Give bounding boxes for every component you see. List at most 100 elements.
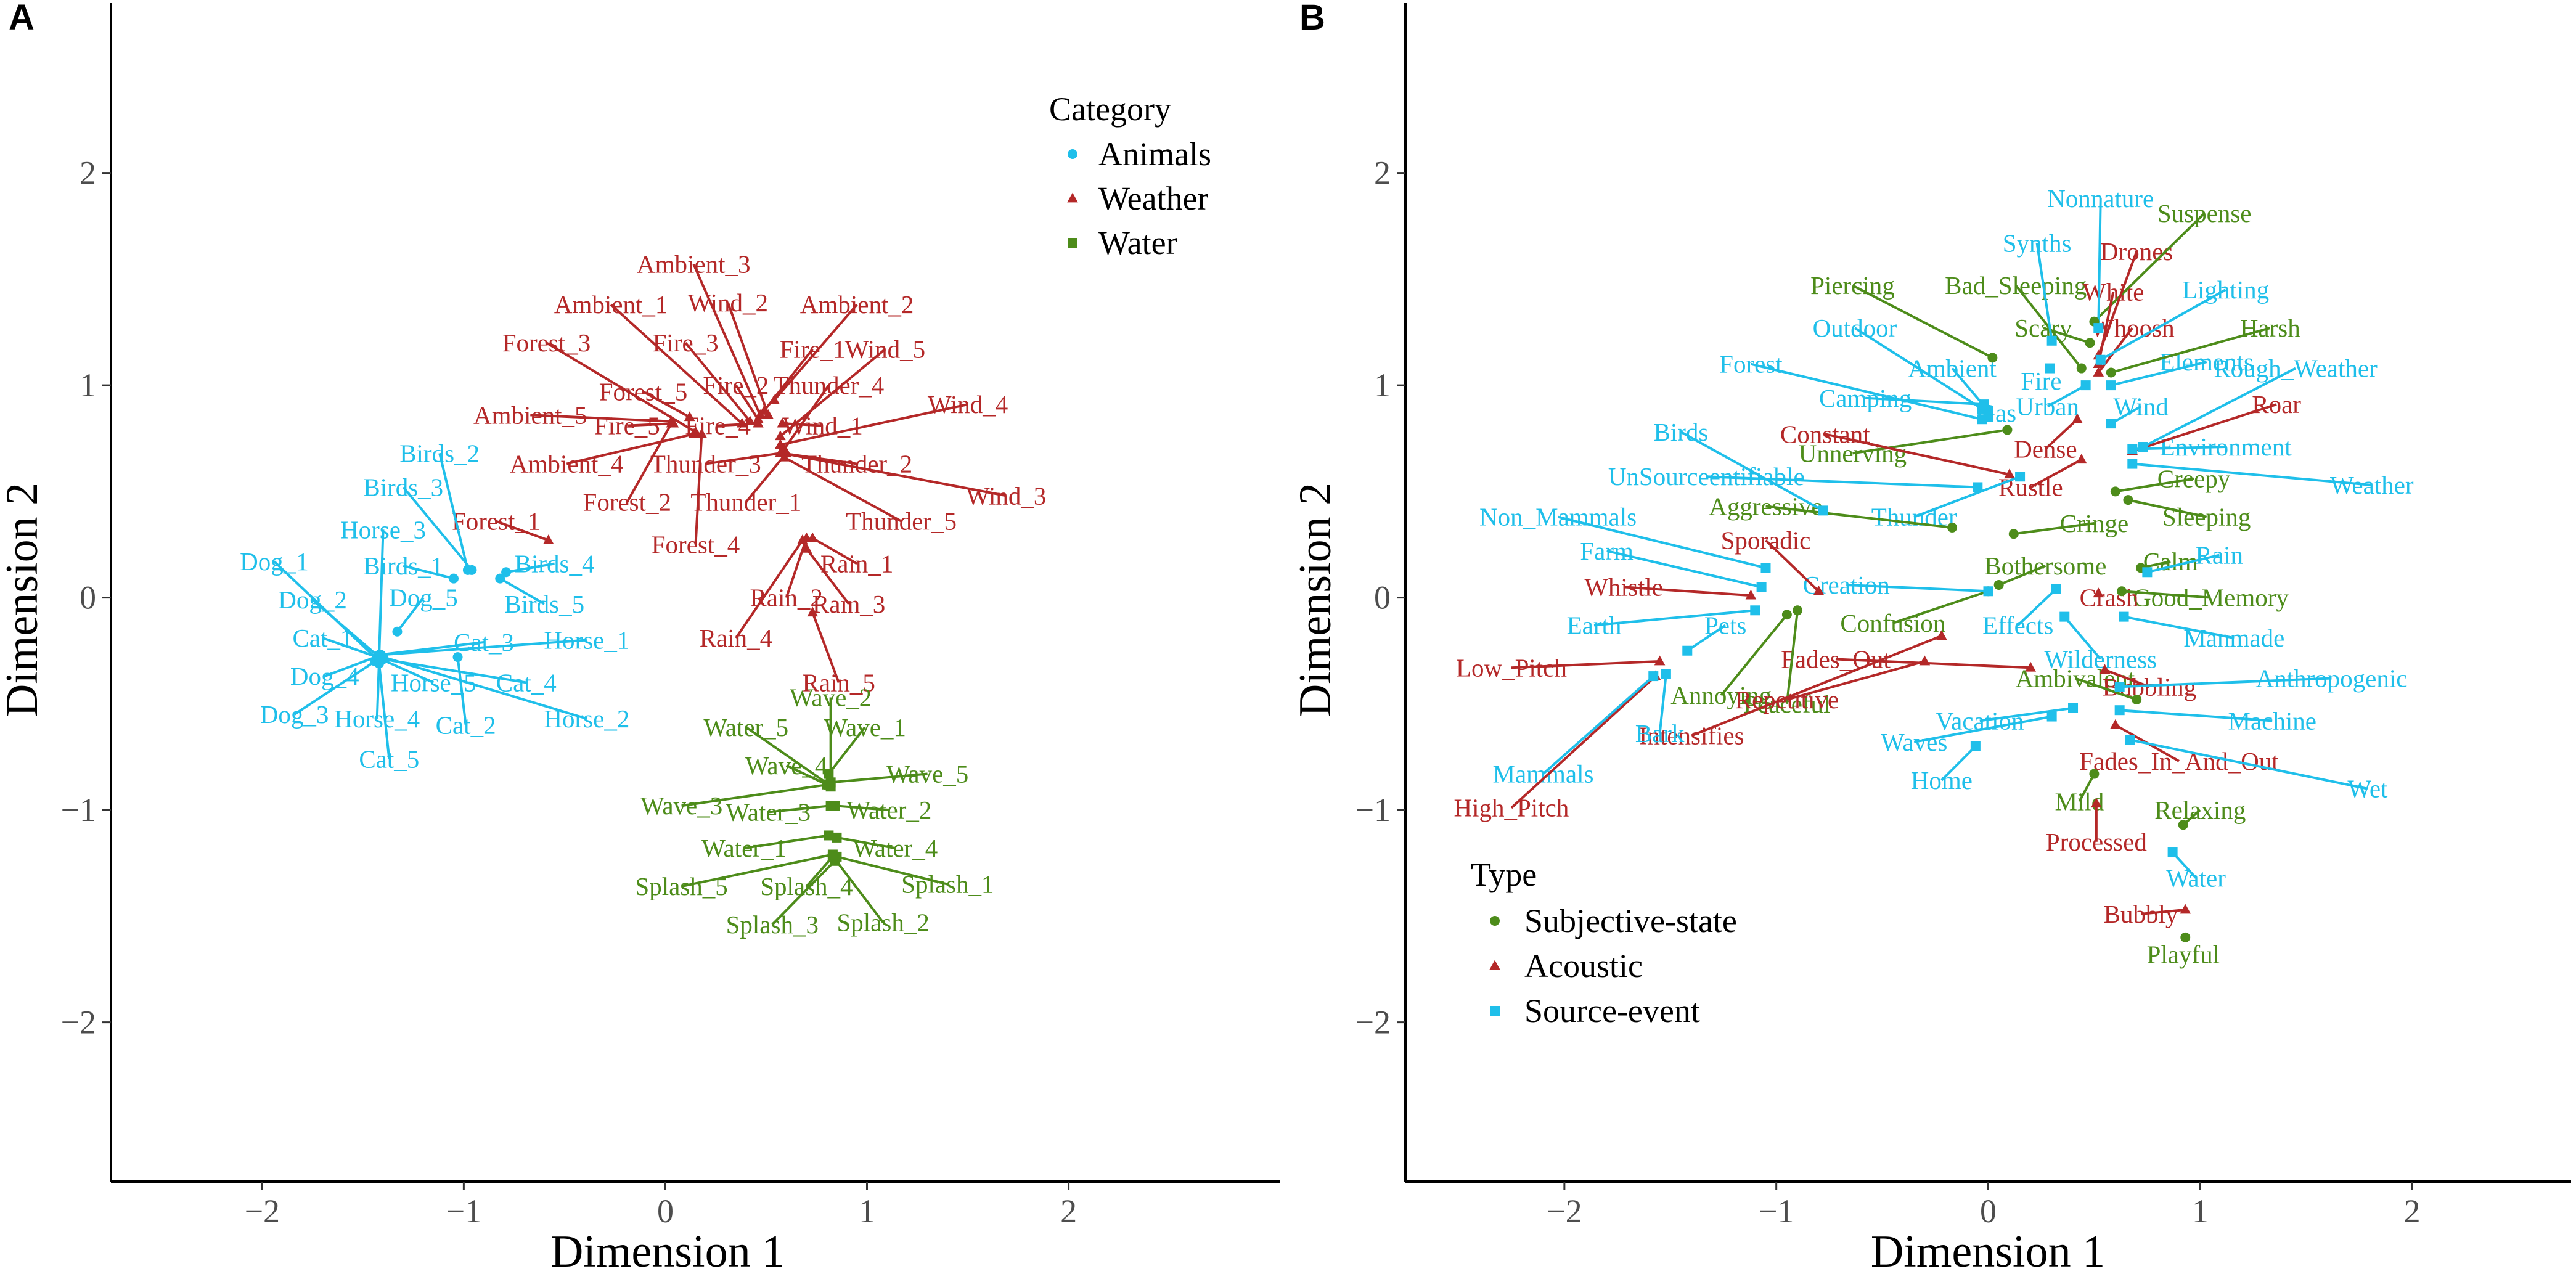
panel-b-points: [1648, 316, 2191, 942]
point-vacation: [2068, 703, 2079, 713]
point-good-memory: [2117, 586, 2127, 597]
leader-creepy: [2115, 477, 2194, 493]
leader-bothersome: [1998, 565, 2046, 586]
label-ambient-1: Ambient_1: [554, 290, 668, 319]
point-birds-4: [501, 567, 512, 578]
leader-synths: [2035, 242, 2053, 341]
point-water: [2167, 847, 2178, 858]
leader-birds-1: [403, 564, 454, 580]
leader-wave-1: [827, 726, 866, 775]
leader-water-3: [768, 804, 831, 814]
point-gas: [1983, 412, 1993, 422]
point-machine: [2114, 705, 2125, 716]
leader-birds-3: [402, 486, 473, 571]
point-ambient-1: [736, 417, 748, 428]
point-effects: [2051, 584, 2061, 594]
point-birds: [1818, 505, 1828, 516]
point-forest-5: [684, 411, 695, 422]
point-repetitive: [1919, 655, 1931, 666]
leader-intensifies: [1691, 634, 1942, 737]
legend-key-animals: [1068, 149, 1077, 159]
leader-horse-4: [375, 661, 381, 719]
leader-wave-5: [830, 772, 928, 784]
panel-a-legend-title: Category: [1049, 91, 1171, 128]
leader-roar: [2132, 403, 2277, 452]
leader-weather: [2132, 462, 2372, 487]
point-horse-5: [376, 654, 386, 664]
point-birds-1: [449, 573, 459, 584]
point-water-4: [832, 832, 842, 843]
leader-peaceful: [1785, 610, 1799, 704]
point-wave-1: [824, 769, 834, 779]
leader-wind-5: [779, 348, 886, 438]
point-waves: [2046, 711, 2057, 722]
leader-rain-3: [805, 548, 850, 605]
point-environment: [2127, 444, 2138, 454]
point-water-5: [824, 779, 834, 790]
leader-splash-1: [836, 855, 948, 886]
leader-mammals: [1542, 675, 1654, 775]
leader-manmade: [2124, 615, 2235, 640]
point-water-3: [825, 801, 836, 811]
point-non-mammals: [1760, 563, 1771, 573]
point-creepy: [2110, 486, 2120, 497]
point-thunder: [2015, 472, 2026, 482]
point-crash: [2093, 587, 2104, 598]
point-cringe: [2008, 529, 2019, 539]
leader-water-4: [836, 836, 896, 850]
leader-horse-2: [382, 656, 587, 720]
leader-fire-2: [735, 385, 759, 420]
leader-white: [2097, 292, 2115, 365]
panel-a: A Dog_1Dog_2Dog_3Dog_4Dog_5Cat_1Cat_2Cat…: [0, 0, 1280, 1274]
point-whistle: [1745, 589, 1757, 600]
leader-farm: [1606, 549, 1762, 589]
leader-sleeping: [2127, 499, 2207, 518]
leader-horse-1: [378, 639, 587, 656]
y-tick-label: 0: [80, 579, 96, 616]
point-piercing: [1987, 353, 1998, 363]
point-wind: [2106, 419, 2116, 429]
leader-ambient-3: [692, 263, 761, 416]
leader-water-1: [743, 834, 829, 850]
point-anthropogenic: [2114, 682, 2125, 692]
x-tick-label: 1: [2192, 1193, 2209, 1230]
leader-bubbly: [2140, 909, 2186, 915]
leader-home: [1940, 745, 1977, 782]
leader-earth: [1593, 609, 1756, 627]
label-good-memory: Good_Memory: [2133, 584, 2289, 612]
point-rain-3: [801, 542, 812, 553]
y-tick-label: −1: [61, 791, 96, 828]
leader-suspense: [2093, 212, 2206, 323]
panel-a-y-axis-title: Dimension 2: [0, 483, 47, 717]
point-peaceful: [1793, 605, 1803, 616]
panel-b-x-axis-title: Dimension 1: [1871, 1227, 2105, 1274]
label-fire: Fire: [2021, 367, 2061, 395]
point-ambient-4: [688, 428, 700, 438]
point-rain-5: [807, 606, 818, 617]
panel-letter-b: B: [1299, 0, 1325, 38]
panel-letter-a: A: [9, 0, 35, 38]
leader-horse-3: [378, 529, 385, 658]
panel-b-axes: −2 −1 0 1 2 −2 −1 0 1 2: [1355, 3, 2571, 1230]
leader-splash-4: [805, 855, 834, 888]
point-intensifies: [1936, 630, 1947, 640]
leader-ambient-5: [530, 414, 672, 423]
leader-effects: [2017, 588, 2057, 626]
leader-machine: [2119, 709, 2273, 722]
leader-constant: [1825, 433, 2010, 476]
point-mild: [2089, 769, 2100, 779]
leader-rain-1: [812, 537, 858, 565]
leader-wet: [2130, 738, 2368, 790]
leader-creation: [1846, 583, 1989, 593]
label-wet: Wet: [2347, 775, 2388, 803]
point-whoosh: [2093, 367, 2104, 377]
legend-key-water: [1068, 238, 1077, 248]
panel-a-axes: −2 −1 0 1 2 −2 −1 0 1 2: [61, 3, 1280, 1230]
leader-annoying: [1720, 613, 1788, 696]
leader-pets: [1687, 624, 1727, 652]
leader-confusion: [1892, 590, 1989, 624]
leader-water-2: [835, 804, 889, 812]
panel-a-x-axis-title: Dimension 1: [550, 1227, 785, 1274]
leader-thunder-3: [705, 452, 781, 465]
